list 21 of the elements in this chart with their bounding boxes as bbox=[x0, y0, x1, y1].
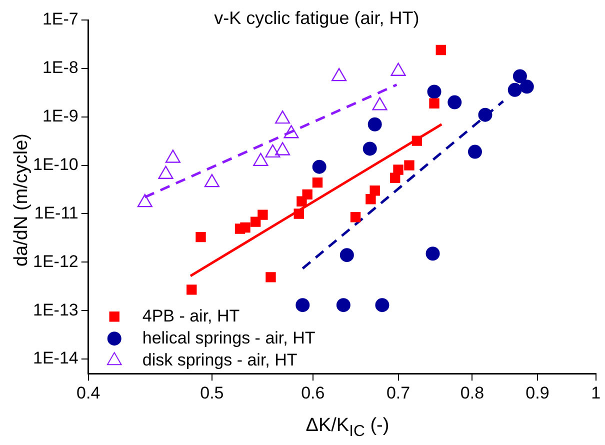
x-tick-label: 0.7 bbox=[386, 383, 410, 402]
legend-label: disk springs - air, HT bbox=[142, 350, 298, 370]
legend-label: helical springs - air, HT bbox=[142, 328, 316, 348]
y-tick-label: 1E-7 bbox=[42, 10, 78, 29]
x-tick-label: 0.5 bbox=[200, 383, 224, 402]
x-tick-label: 0.6 bbox=[301, 383, 325, 402]
y-tick-label: 1E-8 bbox=[42, 58, 78, 78]
x-tick-label: 0.4 bbox=[76, 383, 100, 402]
y-tick-label: 1E-11 bbox=[34, 203, 78, 222]
x-tick-label: 0.9 bbox=[526, 383, 550, 402]
legend-label: 4PB - air, HT bbox=[142, 306, 240, 326]
y-tick-label: 1E-9 bbox=[42, 106, 78, 126]
x-axis-title: ΔK/K$_{IC}$ (-) bbox=[304, 415, 390, 441]
y-tick-label: 1E-10 bbox=[32, 154, 78, 174]
y-tick-label: 1E-13 bbox=[32, 300, 78, 320]
x-tick-label: 0.8 bbox=[460, 383, 484, 402]
y-tick-label: 1E-12 bbox=[32, 252, 78, 271]
chart-title: v-K cyclic fatigue (air, HT) bbox=[214, 8, 420, 28]
y-tick-label: 1E-14 bbox=[32, 348, 78, 368]
x-tick-label: 1 bbox=[591, 383, 601, 402]
y-axis-title: da/dN (m/cycle) bbox=[11, 133, 33, 267]
